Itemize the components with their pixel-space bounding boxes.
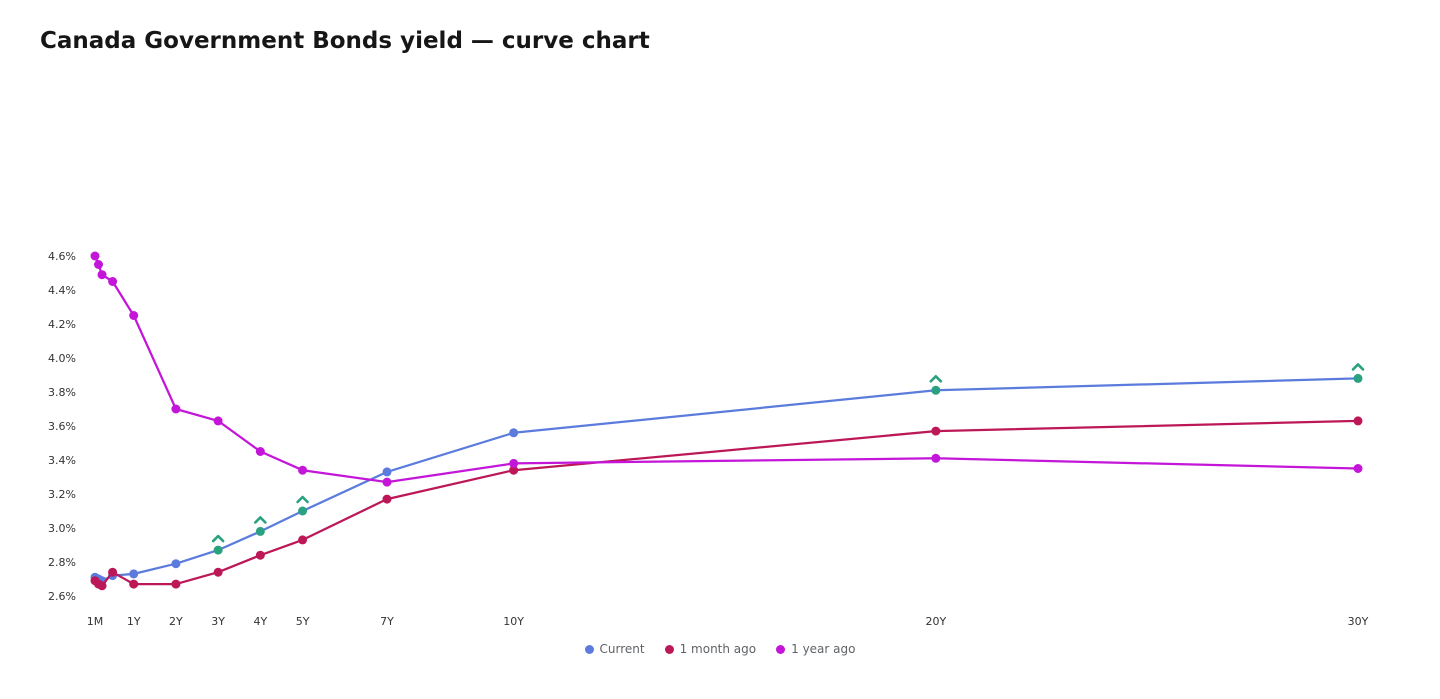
data-point[interactable]: [255, 550, 265, 560]
up-caret-icon: [254, 516, 267, 524]
data-point[interactable]: [213, 416, 223, 426]
data-point[interactable]: [1353, 373, 1363, 383]
y-axis-tick: 3.4%: [48, 454, 76, 467]
series-line-1-year-ago: [93, 254, 1360, 484]
x-axis-tick: 1Y: [127, 615, 141, 628]
data-point[interactable]: [931, 426, 941, 436]
up-caret-icon: [1351, 363, 1365, 371]
data-point[interactable]: [931, 453, 941, 463]
legend-marker-icon: [776, 644, 786, 654]
page-title: Canada Government Bonds yield — curve ch…: [40, 28, 650, 54]
legend-marker-icon: [584, 644, 594, 654]
legend-item-1-year-ago[interactable]: 1 year ago: [776, 642, 855, 656]
data-point[interactable]: [509, 458, 519, 468]
legend-item-current[interactable]: Current: [584, 642, 645, 656]
up-caret-icon: [929, 375, 943, 383]
data-point[interactable]: [213, 567, 223, 577]
x-axis-tick: 3Y: [211, 615, 225, 628]
data-point[interactable]: [129, 569, 139, 579]
legend-label: 1 month ago: [679, 642, 757, 656]
y-axis-tick: 3.6%: [48, 420, 76, 433]
data-point[interactable]: [171, 404, 181, 414]
y-axis-tick: 3.2%: [48, 488, 76, 501]
data-point[interactable]: [97, 270, 107, 280]
data-point[interactable]: [129, 311, 139, 320]
up-caret-icon: [211, 534, 225, 543]
x-axis-tick: 20Y: [925, 615, 946, 628]
x-axis-tick: 2Y: [169, 615, 183, 628]
series-line-current: [93, 377, 1360, 582]
data-point[interactable]: [298, 506, 308, 516]
data-point[interactable]: [108, 567, 118, 577]
data-point[interactable]: [382, 467, 392, 477]
up-caret-icon: [296, 495, 309, 504]
data-point[interactable]: [108, 277, 118, 286]
y-axis-tick: 4.4%: [48, 284, 76, 297]
data-point[interactable]: [298, 465, 308, 475]
y-axis-tick: 3.8%: [48, 386, 76, 399]
data-point[interactable]: [382, 494, 392, 504]
data-point[interactable]: [931, 385, 941, 395]
x-axis-tick: 1M: [87, 615, 104, 628]
data-point[interactable]: [94, 260, 104, 269]
data-point[interactable]: [129, 579, 139, 589]
data-point[interactable]: [1353, 416, 1363, 426]
legend-item-1-month-ago[interactable]: 1 month ago: [664, 642, 757, 656]
y-axis-tick: 4.2%: [48, 318, 76, 331]
chart-legend: Current 1 month ago 1 year ago: [0, 642, 1440, 656]
data-point[interactable]: [255, 447, 265, 456]
data-point[interactable]: [213, 545, 223, 555]
data-point[interactable]: [255, 526, 265, 536]
data-point[interactable]: [382, 477, 392, 487]
y-axis-tick: 2.6%: [48, 590, 76, 603]
y-axis-tick: 2.8%: [48, 556, 76, 569]
data-point[interactable]: [171, 579, 181, 589]
x-axis-tick: 7Y: [380, 615, 394, 628]
data-point[interactable]: [298, 535, 308, 545]
data-point[interactable]: [509, 428, 519, 438]
y-axis-tick: 4.0%: [48, 352, 76, 365]
y-axis-tick: 3.0%: [48, 522, 76, 535]
x-axis-tick: 30Y: [1348, 615, 1369, 628]
x-axis-tick: 10Y: [503, 615, 524, 628]
legend-label: 1 year ago: [791, 642, 856, 656]
x-axis-tick: 5Y: [296, 615, 310, 628]
data-point[interactable]: [90, 251, 100, 261]
series-line-1-month-ago: [93, 419, 1360, 587]
data-point[interactable]: [1353, 464, 1363, 473]
data-point[interactable]: [97, 581, 107, 591]
y-axis-tick: 4.6%: [48, 250, 76, 263]
data-point[interactable]: [171, 559, 181, 569]
legend-label: Current: [599, 642, 645, 656]
data-point[interactable]: [509, 465, 519, 475]
legend-marker-icon: [664, 644, 674, 654]
x-axis-tick: 4Y: [253, 615, 267, 628]
